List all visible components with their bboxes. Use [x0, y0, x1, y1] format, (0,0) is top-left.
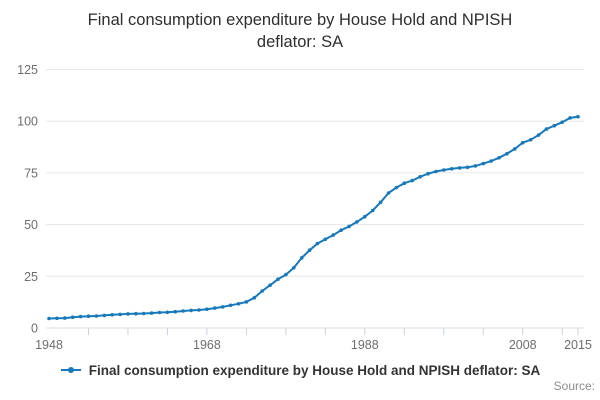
data-point[interactable]	[386, 191, 391, 195]
data-point[interactable]	[55, 316, 59, 321]
data-point[interactable]	[228, 303, 233, 308]
x-tick-label: 2008	[509, 338, 537, 352]
data-point[interactable]	[252, 296, 257, 300]
data-point[interactable]	[355, 220, 359, 224]
chart-title-line1: Final consumption expenditure by House H…	[87, 11, 513, 29]
y-tick-label: 100	[17, 115, 38, 129]
x-tick-label: 1968	[193, 338, 221, 352]
data-point[interactable]	[505, 151, 509, 156]
data-point[interactable]	[315, 241, 320, 246]
data-point[interactable]	[560, 120, 564, 124]
data-point[interactable]	[173, 309, 178, 314]
data-point[interactable]	[197, 308, 201, 312]
data-point[interactable]	[102, 313, 107, 318]
data-point[interactable]	[410, 178, 415, 183]
data-point[interactable]	[118, 312, 122, 317]
data-point[interactable]	[94, 314, 99, 318]
data-point[interactable]	[284, 272, 288, 277]
chart-title-line2: deflator: SA	[256, 33, 344, 51]
data-point[interactable]	[528, 138, 533, 142]
x-tick-label: 1948	[35, 338, 63, 352]
data-point[interactable]	[370, 208, 375, 213]
data-point[interactable]	[244, 300, 249, 304]
data-point[interactable]	[299, 256, 304, 260]
data-point[interactable]	[260, 289, 265, 293]
data-point[interactable]	[78, 314, 83, 319]
data-point[interactable]	[149, 311, 154, 315]
data-point[interactable]	[347, 224, 351, 229]
data-point[interactable]	[576, 114, 580, 119]
series-line[interactable]	[48, 115, 579, 320]
data-point[interactable]	[157, 310, 162, 315]
data-point[interactable]	[126, 312, 130, 316]
data-point[interactable]	[339, 228, 343, 232]
source-label: Source:	[553, 379, 595, 393]
data-point[interactable]	[47, 316, 51, 321]
data-point[interactable]	[457, 166, 462, 170]
data-point[interactable]	[236, 302, 241, 306]
data-point[interactable]	[473, 164, 478, 168]
data-point[interactable]	[205, 307, 209, 312]
y-tick-label: 0	[31, 322, 38, 336]
data-point[interactable]	[497, 156, 501, 160]
data-point[interactable]	[394, 185, 399, 190]
data-point[interactable]	[449, 167, 454, 171]
data-point[interactable]	[434, 169, 438, 174]
data-point[interactable]	[442, 168, 446, 172]
legend-item[interactable]: Final consumption expenditure by House H…	[0, 361, 600, 379]
data-point[interactable]	[70, 315, 75, 320]
data-point[interactable]	[481, 161, 486, 166]
data-point[interactable]	[134, 311, 138, 316]
data-point[interactable]	[141, 311, 146, 316]
data-point[interactable]	[189, 308, 193, 313]
y-tick-label: 50	[24, 218, 38, 232]
legend-marker-icon	[60, 367, 81, 373]
data-point[interactable]	[536, 133, 541, 137]
x-tick-label: 1988	[351, 338, 379, 352]
data-point[interactable]	[552, 123, 557, 128]
x-tick-label: 2015	[564, 338, 592, 352]
data-point[interactable]	[292, 266, 296, 270]
data-point[interactable]	[63, 316, 67, 320]
data-point[interactable]	[568, 116, 572, 120]
y-tick-label: 25	[24, 270, 38, 284]
data-point[interactable]	[363, 214, 367, 219]
data-point[interactable]	[110, 313, 114, 317]
y-tick-label: 125	[17, 63, 38, 77]
data-point[interactable]	[331, 233, 336, 237]
data-point[interactable]	[268, 283, 272, 288]
chart-title: Final consumption expenditure by House H…	[0, 9, 600, 53]
data-point[interactable]	[220, 305, 225, 309]
data-point[interactable]	[213, 306, 217, 310]
data-point[interactable]	[165, 310, 170, 315]
data-point[interactable]	[181, 309, 185, 313]
data-point[interactable]	[418, 175, 422, 179]
data-point[interactable]	[86, 314, 91, 319]
data-point[interactable]	[465, 165, 470, 170]
data-point[interactable]	[489, 159, 493, 163]
y-tick-label: 75	[24, 166, 38, 180]
data-point[interactable]	[520, 140, 525, 145]
data-point[interactable]	[323, 237, 328, 242]
data-point[interactable]	[307, 248, 312, 252]
data-point[interactable]	[276, 277, 280, 282]
data-point[interactable]	[426, 171, 430, 176]
data-point[interactable]	[378, 200, 383, 205]
data-point[interactable]	[544, 127, 549, 131]
data-point[interactable]	[513, 147, 517, 151]
legend-label: Final consumption expenditure by House H…	[88, 362, 541, 378]
data-point[interactable]	[402, 181, 407, 185]
